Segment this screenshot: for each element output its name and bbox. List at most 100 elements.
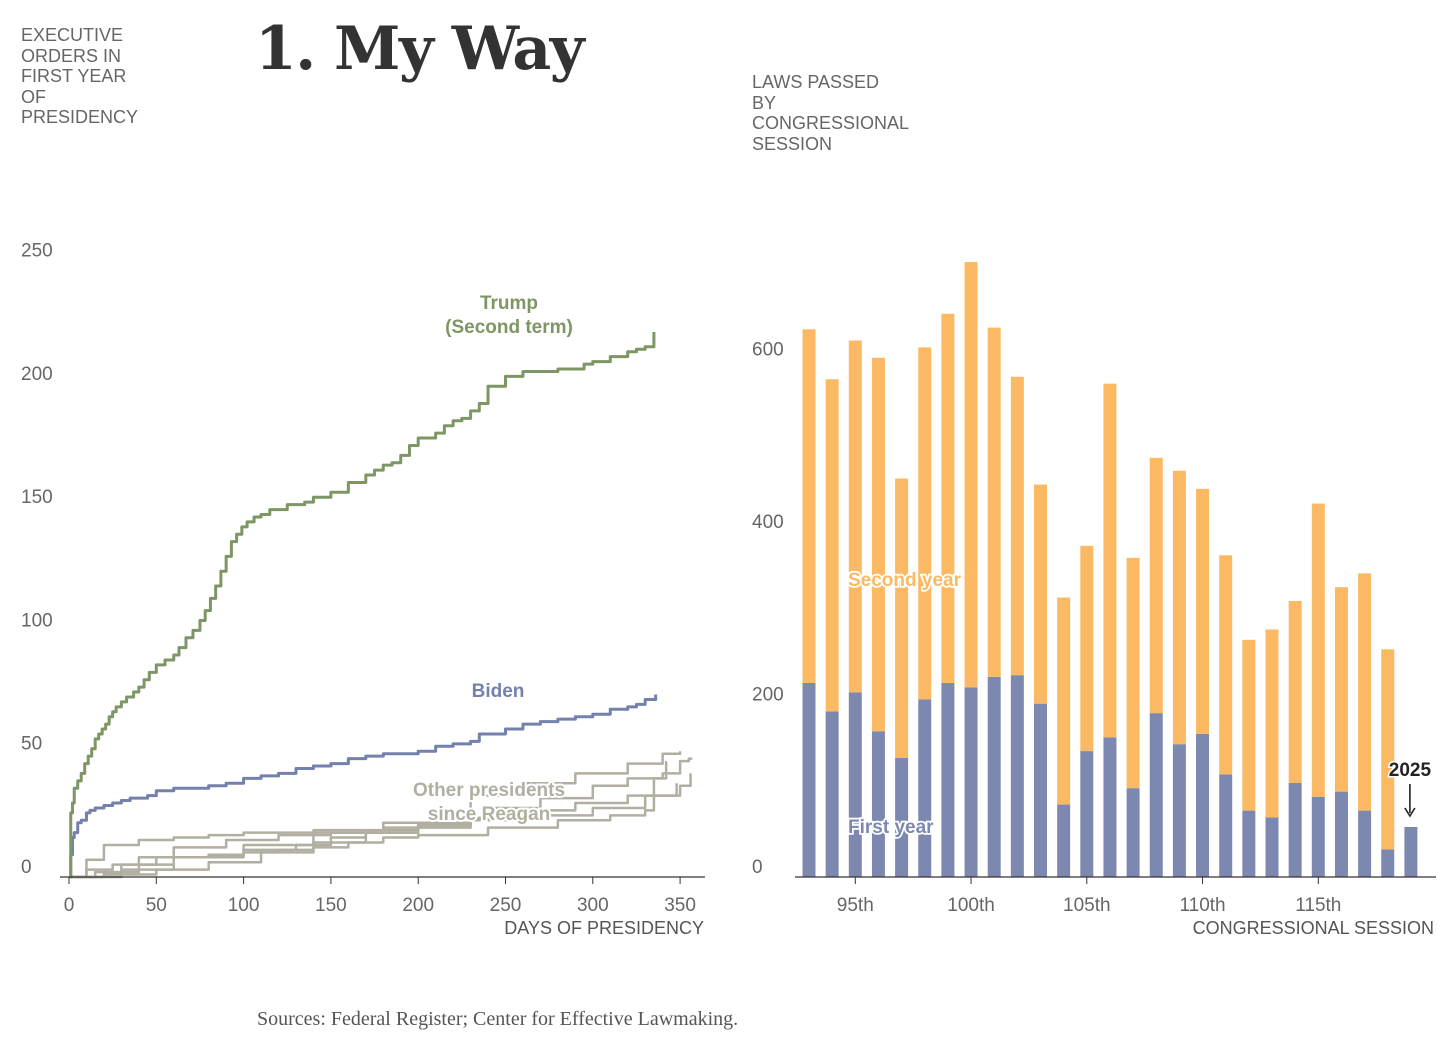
y-tick-label-right: 400 (752, 512, 784, 533)
bar-first-year (1010, 675, 1024, 877)
x-tick-label-left: 150 (315, 895, 347, 916)
bar-second-year (1149, 457, 1163, 714)
annotation-arrow-head (1404, 807, 1416, 818)
bar-first-year (1172, 744, 1186, 877)
x-tick-label-left: 0 (64, 895, 75, 916)
y-tick-label-left: 0 (21, 857, 32, 878)
trump-label-line: Trump (480, 293, 538, 314)
left-axis-title-line: ORDERS IN (21, 45, 122, 66)
x-tick-label-left: 200 (402, 895, 434, 916)
bar-second-year (1196, 488, 1210, 734)
others-label-line: Other presidents (413, 780, 565, 801)
x-axis-title-right: CONGRESSIONAL SESSION (1193, 918, 1434, 938)
right-axis-title-line: LAWS PASSED (752, 72, 880, 92)
bar-first-year (1196, 733, 1210, 877)
others-series-line (69, 822, 432, 879)
charts-canvas: 0 50 100 150 200 250 0 50 100 150 200 250 300 350DAYS… (21, 241, 1436, 938)
trump-series-line (69, 332, 656, 879)
biden-label: Biden (472, 681, 525, 702)
bar-first-year (1334, 791, 1348, 877)
first-year-label: First year (848, 817, 934, 838)
second-year-label: Second year (848, 570, 962, 591)
y-tick-label-left: 150 (21, 487, 53, 508)
bar-second-year (987, 327, 1001, 677)
bar-first-year (1288, 782, 1302, 877)
bar-first-year (987, 676, 1001, 877)
left-axis-title-line: EXECUTIVE (21, 25, 124, 45)
bar-first-year (848, 692, 862, 877)
left-axis-title-line: OF (21, 86, 46, 107)
bar-first-year (1265, 817, 1279, 877)
y-tick-label-left: 200 (21, 364, 53, 385)
bar-first-year (802, 682, 816, 877)
right-axis-title-line: SESSION (752, 133, 833, 154)
others-label: Other presidents since Reagan (413, 780, 565, 825)
bar-second-year (1334, 587, 1348, 792)
bar-second-year (1034, 484, 1047, 704)
bar-first-year (1242, 810, 1256, 877)
y-tick-label-right: 0 (752, 857, 763, 878)
bar-second-year (1080, 545, 1094, 752)
x-tick-label-left: 350 (664, 895, 696, 916)
x-tick-label-right: 110th (1179, 895, 1225, 916)
trump-label-line: (Second term) (445, 317, 573, 338)
y-tick-label-left: 100 (21, 610, 53, 631)
y-tick-label-left: 50 (21, 734, 42, 755)
others-series-line (69, 757, 693, 879)
bar-second-year (825, 379, 839, 712)
annotation-2025: 2025 (1389, 760, 1432, 781)
x-tick-label-left: 100 (228, 895, 260, 916)
bar-first-year (1404, 826, 1418, 877)
left-axis-title: EXECUTIVE ORDERS IN FIRST YEAR OF PRESID… (21, 25, 138, 128)
bar-second-year (1381, 649, 1395, 850)
bar-second-year (1103, 383, 1117, 738)
bar-first-year (871, 731, 885, 877)
bar-second-year (1219, 555, 1233, 775)
right-axis-title-line: BY (752, 92, 777, 113)
y-tick-label-right: 200 (752, 685, 784, 706)
right-axis-title-line: CONGRESSIONAL (752, 113, 910, 133)
bar-first-year (1219, 774, 1233, 877)
y-tick-label-right: 600 (752, 340, 784, 361)
bar-second-year (1057, 597, 1071, 805)
bar-second-year (1358, 573, 1372, 811)
bar-first-year (895, 757, 909, 877)
bar-second-year (964, 262, 978, 688)
y-tick-label-left: 250 (21, 241, 53, 262)
right-axis-title: LAWS PASSED BY CONGRESSIONAL SESSION (752, 72, 909, 154)
bar-second-year (1311, 503, 1325, 797)
bar-first-year (1126, 788, 1140, 877)
bar-first-year (825, 711, 839, 877)
x-axis-title-left: DAYS OF PRESIDENCY (504, 918, 704, 938)
left-axis-title-line: PRESIDENCY (21, 107, 139, 127)
bar-second-year (1288, 601, 1302, 783)
bar-second-year (918, 347, 932, 700)
bar-second-year (895, 478, 909, 758)
x-tick-label-left: 50 (146, 895, 167, 916)
bar-second-year (802, 329, 816, 683)
bar-first-year (964, 687, 978, 877)
bar-first-year (941, 682, 955, 877)
others-label-line: since Reagan (428, 804, 551, 825)
left-axis-title-line: FIRST YEAR (21, 66, 127, 86)
bar-second-year (1126, 557, 1140, 789)
bar-first-year (1358, 810, 1372, 877)
x-tick-label-right: 115th (1295, 895, 1341, 916)
bar-first-year (1311, 796, 1325, 877)
bar-second-year (1010, 376, 1024, 676)
page-title: 1. My Way (255, 14, 585, 84)
x-tick-label-right: 105th (1063, 895, 1111, 916)
bar-second-year (1172, 470, 1186, 745)
bar-first-year (1034, 703, 1047, 877)
x-tick-label-right: 95th (837, 895, 874, 916)
bar-first-year (1057, 804, 1071, 877)
x-tick-label-left: 300 (577, 895, 609, 916)
bar-second-year (871, 357, 885, 732)
bar-second-year (848, 340, 862, 693)
trump-label: Trump (Second term) (445, 293, 573, 338)
bar-second-year (941, 313, 955, 683)
bar-second-year (1265, 629, 1279, 818)
sources-note: Sources: Federal Register; Center for Ef… (257, 1008, 739, 1030)
x-tick-label-right: 100th (947, 895, 995, 916)
bar-first-year (1149, 713, 1163, 877)
